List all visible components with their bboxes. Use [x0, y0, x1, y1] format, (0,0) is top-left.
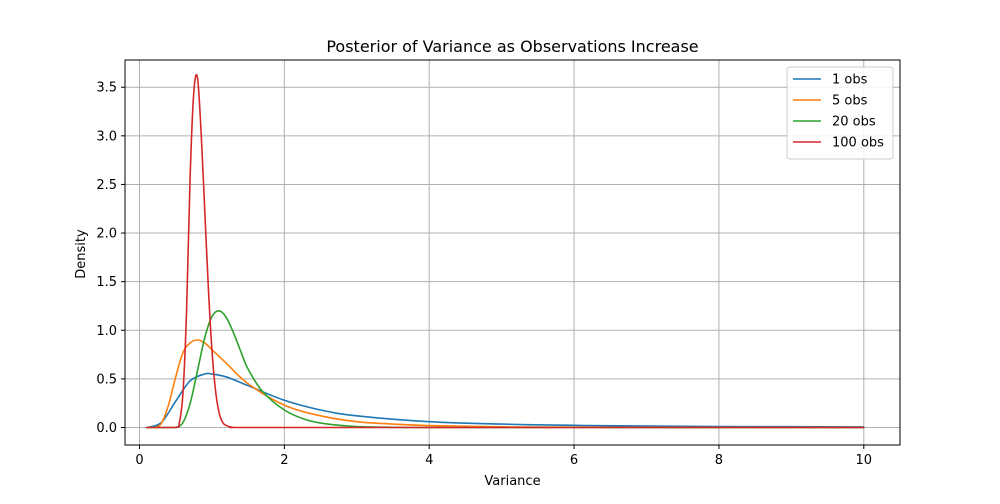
y-tick-label: 2.0: [96, 227, 117, 242]
legend-label: 100 obs: [832, 136, 884, 151]
x-tick-label: 6: [570, 453, 578, 468]
grid-lines: [125, 60, 900, 445]
y-tick-label: 3.5: [96, 81, 117, 96]
x-tick-label: 4: [425, 453, 433, 468]
series-line-3: [145, 310, 865, 429]
series-line-1: [145, 372, 865, 429]
legend-box: [786, 66, 894, 160]
axis-ticks: 0 2 4 6 8 10 0.0 0.5 1.0 1.5 2.0 2.5 3.0 3.5: [96, 81, 872, 468]
chart-title: Posterior of Variance as Observations In…: [326, 37, 698, 56]
x-tick-label: 8: [715, 453, 723, 468]
legend-label: 1 obs: [832, 73, 868, 88]
y-tick-label: 1.5: [96, 275, 117, 290]
y-axis-label: Density: [74, 229, 89, 279]
y-tick-label: 2.5: [96, 178, 117, 193]
y-tick-label: 0.5: [96, 372, 117, 387]
y-tick-label: 1.0: [96, 324, 117, 339]
legend-label: 20 obs: [832, 115, 876, 130]
x-axis-label: Variance: [484, 474, 540, 489]
series-line-4: [145, 73, 865, 429]
y-tick-label: 3.0: [96, 129, 117, 144]
x-tick-label: 2: [280, 453, 288, 468]
y-tick-label: 0.0: [96, 421, 117, 436]
legend: 1 obs 5 obs 20 obs 100 obs: [786, 66, 894, 160]
legend-label: 5 obs: [832, 94, 868, 109]
plot-frame: [124, 59, 901, 446]
x-tick-label: 0: [135, 453, 143, 468]
series-lines: [145, 73, 865, 429]
series-line-2: [145, 339, 865, 429]
x-tick-label: 10: [856, 453, 873, 468]
